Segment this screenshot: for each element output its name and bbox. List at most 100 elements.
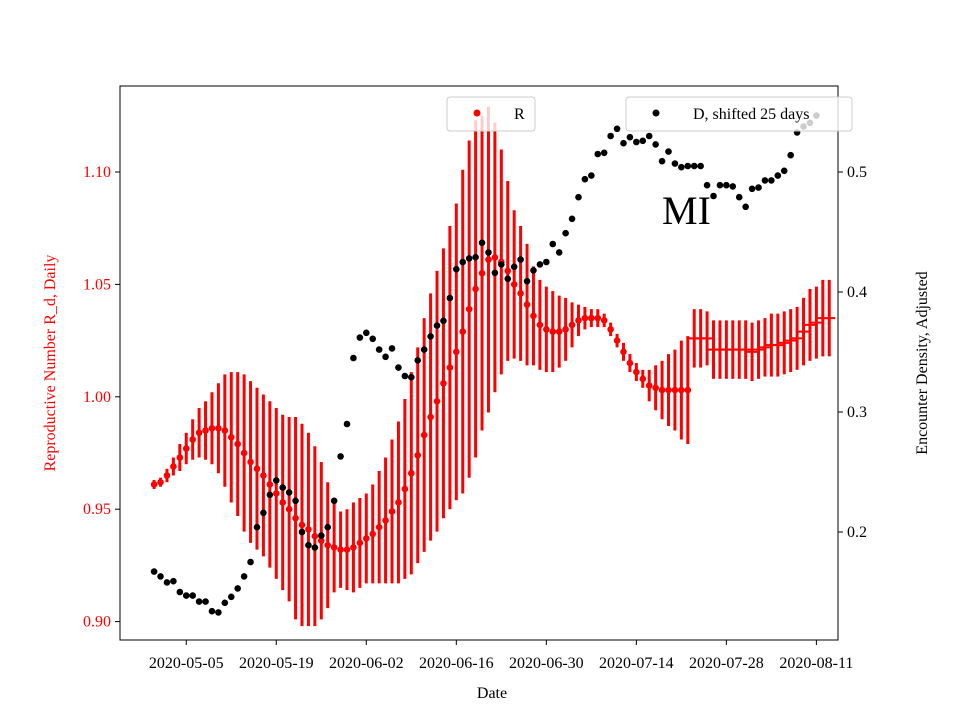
r-point [555,328,563,335]
r-point [337,546,344,553]
r-point [427,413,434,421]
r-point [645,382,653,389]
r-point [375,523,383,531]
d-point [684,162,692,170]
d-point [221,599,229,607]
r-point [414,451,422,459]
x-tick-label: 2020-06-16 [419,655,494,672]
d-point [671,160,679,167]
y-left-tick-label: 1.00 [83,389,111,406]
d-point [446,294,454,302]
r-point [684,386,692,394]
r-point [523,301,531,308]
d-point [710,192,717,200]
d-point [202,598,209,605]
r-point [588,314,595,322]
r-point [504,267,512,275]
d-point [317,532,325,539]
r-point [195,429,203,437]
y-left-tick-label: 1.10 [83,164,111,181]
x-axis: 2020-05-05 2020-05-19 2020-06-02 2020-06-16… [149,640,853,672]
d-point [388,345,396,352]
state-annotation: MI [662,188,711,233]
r-point [446,364,454,371]
x-tick-label: 2020-07-28 [689,655,764,672]
x-tick-label: 2020-06-02 [329,655,404,672]
d-point [292,497,299,505]
d-point [369,335,377,343]
d-point [716,181,724,189]
marks [150,106,836,627]
x-tick-label: 2020-06-30 [509,655,584,672]
d-point [279,484,287,491]
d-point [543,258,550,266]
d-point [491,269,499,277]
r-point [453,348,460,356]
d-point [652,141,659,148]
d-point [324,523,332,531]
d-point [478,239,486,247]
r-point [311,532,319,540]
d-point [748,185,756,193]
d-point [498,261,505,268]
d-point [678,163,685,171]
d-point [729,183,737,190]
r-point [362,535,370,542]
r-point [491,254,499,261]
y-left-tick-label: 0.90 [83,614,111,631]
r-point [292,514,299,522]
d-point [150,568,158,575]
d-point [626,133,634,141]
d-point [427,333,434,340]
d-point [440,317,447,325]
legend-r-label: R [514,106,525,123]
d-point [195,598,203,605]
d-point [723,181,730,189]
d-point [247,558,254,566]
d-point [600,149,608,157]
r-point [343,546,351,553]
r-point [671,386,679,394]
d-point [774,172,782,179]
d-point [401,372,409,380]
d-point [607,132,614,140]
y-right-tick-label: 0.5 [847,164,867,181]
r-point [395,499,402,506]
r-point [234,440,241,448]
d-point [330,497,338,505]
d-point [414,357,422,364]
d-point [665,148,672,155]
r-point [639,375,647,383]
r-point [472,285,479,293]
d-point [588,172,595,179]
x-tick-label: 2020-07-14 [599,655,674,672]
d-point [260,509,267,517]
r-point [298,521,306,529]
r-point [536,321,544,329]
d-point [658,157,666,165]
d-point [523,277,531,285]
d-point [742,203,749,211]
r-point [440,380,447,387]
r-point [266,481,274,488]
d-point [215,609,222,616]
r-point [279,499,287,506]
d-point [755,184,762,191]
d-point [761,177,769,184]
r-point [388,508,396,515]
d-point [568,215,576,223]
r-point [433,397,441,405]
d-point [472,253,479,261]
d-point [311,544,319,551]
r-point [530,312,537,320]
d-point [780,167,788,175]
r-point [517,290,524,297]
y-left-tick-label: 1.05 [83,276,111,293]
r-point [581,314,589,322]
d-point [157,573,164,580]
d-point [575,193,582,201]
d-point [227,593,235,601]
d-point [253,523,261,531]
r-point [369,530,377,538]
